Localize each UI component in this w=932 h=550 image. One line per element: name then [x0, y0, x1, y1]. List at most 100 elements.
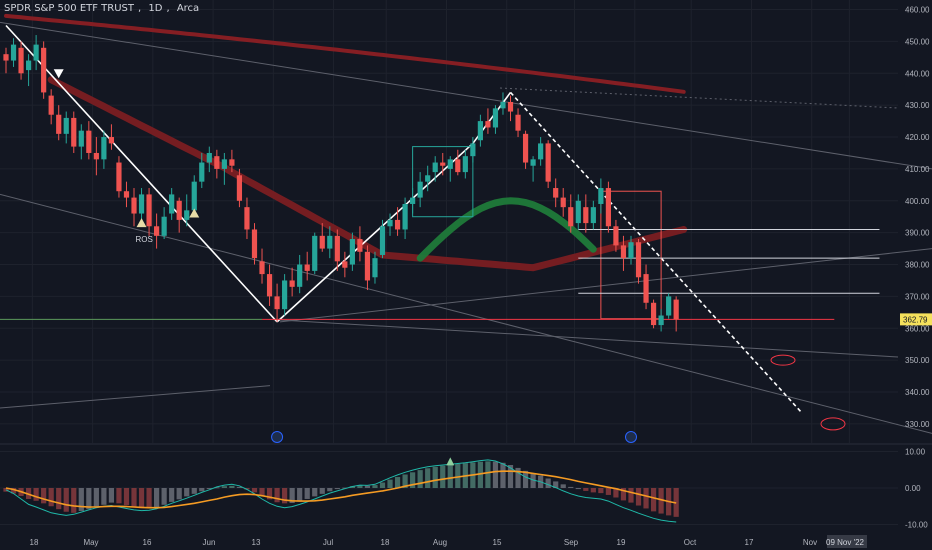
candle-body[interactable] [598, 188, 604, 204]
candle-body[interactable] [410, 197, 416, 204]
candle-body[interactable] [379, 226, 386, 255]
candle-body[interactable] [402, 203, 408, 230]
candle-body[interactable] [48, 95, 54, 115]
candle-body[interactable] [71, 117, 77, 147]
candle-body[interactable] [146, 194, 152, 227]
candle-body[interactable] [545, 143, 551, 182]
candle-body[interactable] [432, 162, 438, 173]
candle-body[interactable] [470, 143, 476, 157]
candle-body[interactable] [56, 114, 62, 134]
candle-body[interactable] [244, 207, 250, 230]
candle-body[interactable] [25, 60, 32, 71]
candle-body[interactable] [560, 197, 566, 208]
candle-body[interactable] [319, 235, 325, 249]
candle-body[interactable] [590, 207, 596, 224]
buy-signal-marker-2[interactable] [189, 208, 200, 218]
candle-body[interactable] [500, 101, 506, 109]
candle-body[interactable] [477, 121, 483, 141]
candle-body[interactable] [575, 200, 581, 224]
macd-cross-marker[interactable] [446, 457, 455, 466]
candle-body[interactable] [485, 121, 491, 128]
candle-body[interactable] [304, 264, 310, 271]
candle-body[interactable] [116, 162, 122, 192]
candle-body[interactable] [372, 258, 378, 278]
candle-body[interactable] [327, 235, 333, 249]
candle-body[interactable] [63, 117, 69, 134]
candle-body[interactable] [666, 296, 672, 316]
candle-body[interactable] [123, 191, 130, 198]
consolidation-box-green[interactable] [412, 146, 474, 218]
candle-body[interactable] [138, 194, 145, 214]
candle-body[interactable] [387, 219, 393, 227]
candle-body[interactable] [440, 162, 446, 166]
candle-body[interactable] [161, 216, 167, 236]
candle-body[interactable] [184, 210, 190, 220]
candle-body[interactable] [643, 274, 649, 303]
candle-body[interactable] [425, 175, 431, 182]
candle-body[interactable] [108, 137, 115, 144]
candle-body[interactable] [10, 44, 17, 61]
candle-body[interactable] [620, 245, 627, 259]
candle-body[interactable] [206, 152, 212, 163]
candle-body[interactable] [176, 200, 182, 220]
candle-body[interactable] [583, 207, 589, 224]
candle-body[interactable] [507, 101, 514, 112]
candle-body[interactable] [605, 188, 611, 227]
candle-body[interactable] [214, 156, 220, 169]
candle-body[interactable] [154, 226, 160, 236]
white-trendline-up[interactable] [276, 142, 474, 323]
candle-body[interactable] [334, 235, 340, 262]
candle-body[interactable] [236, 175, 243, 201]
candle-body[interactable] [394, 219, 401, 230]
event-icon[interactable] [271, 431, 284, 443]
candle-body[interactable] [78, 130, 84, 147]
candle-body[interactable] [93, 152, 99, 160]
candle-body[interactable] [492, 108, 499, 128]
candle-body[interactable] [297, 264, 303, 287]
target-ellipse-2[interactable] [820, 417, 846, 431]
candle-body[interactable] [251, 229, 258, 259]
candle-body[interactable] [101, 137, 107, 160]
candle-body[interactable] [349, 239, 355, 265]
candle-body[interactable] [455, 159, 461, 173]
candle-body[interactable] [312, 235, 318, 271]
candle-body[interactable] [462, 156, 468, 173]
candle-body[interactable] [357, 239, 363, 252]
candle-body[interactable] [3, 54, 9, 61]
candle-body[interactable] [673, 299, 679, 320]
candle-body[interactable] [199, 162, 205, 182]
consolidation-box-red[interactable] [600, 190, 662, 320]
event-icon[interactable] [624, 431, 637, 443]
candle-body[interactable] [364, 251, 371, 281]
candle-body[interactable] [538, 143, 544, 160]
candle-body[interactable] [522, 133, 529, 163]
candle-body[interactable] [33, 44, 39, 61]
candle-body[interactable] [221, 159, 227, 169]
candle-body[interactable] [86, 130, 92, 153]
candle-body[interactable] [259, 261, 265, 275]
candle-body[interactable] [628, 242, 634, 259]
candle-body[interactable] [289, 280, 295, 287]
candle-body[interactable] [41, 47, 47, 93]
candle-body[interactable] [568, 207, 574, 227]
white-trendline-down-1[interactable] [5, 24, 278, 323]
candle-body[interactable] [191, 181, 197, 211]
candle-body[interactable] [515, 114, 521, 131]
candle-body[interactable] [131, 197, 137, 214]
candle-body[interactable] [650, 302, 657, 326]
candle-body[interactable] [530, 159, 536, 166]
candle-body[interactable] [635, 242, 642, 278]
candle-body[interactable] [613, 226, 619, 246]
candle-body[interactable] [266, 274, 273, 297]
candle-body[interactable] [282, 280, 288, 310]
sell-signal-marker[interactable] [53, 69, 64, 79]
candle-body[interactable] [18, 47, 24, 74]
buy-signal-marker[interactable] [136, 218, 147, 228]
candle-body[interactable] [417, 181, 423, 198]
candle-body[interactable] [229, 159, 235, 166]
candle-body[interactable] [658, 315, 664, 326]
candle-body[interactable] [169, 194, 175, 214]
target-ellipse-1[interactable] [770, 354, 796, 366]
